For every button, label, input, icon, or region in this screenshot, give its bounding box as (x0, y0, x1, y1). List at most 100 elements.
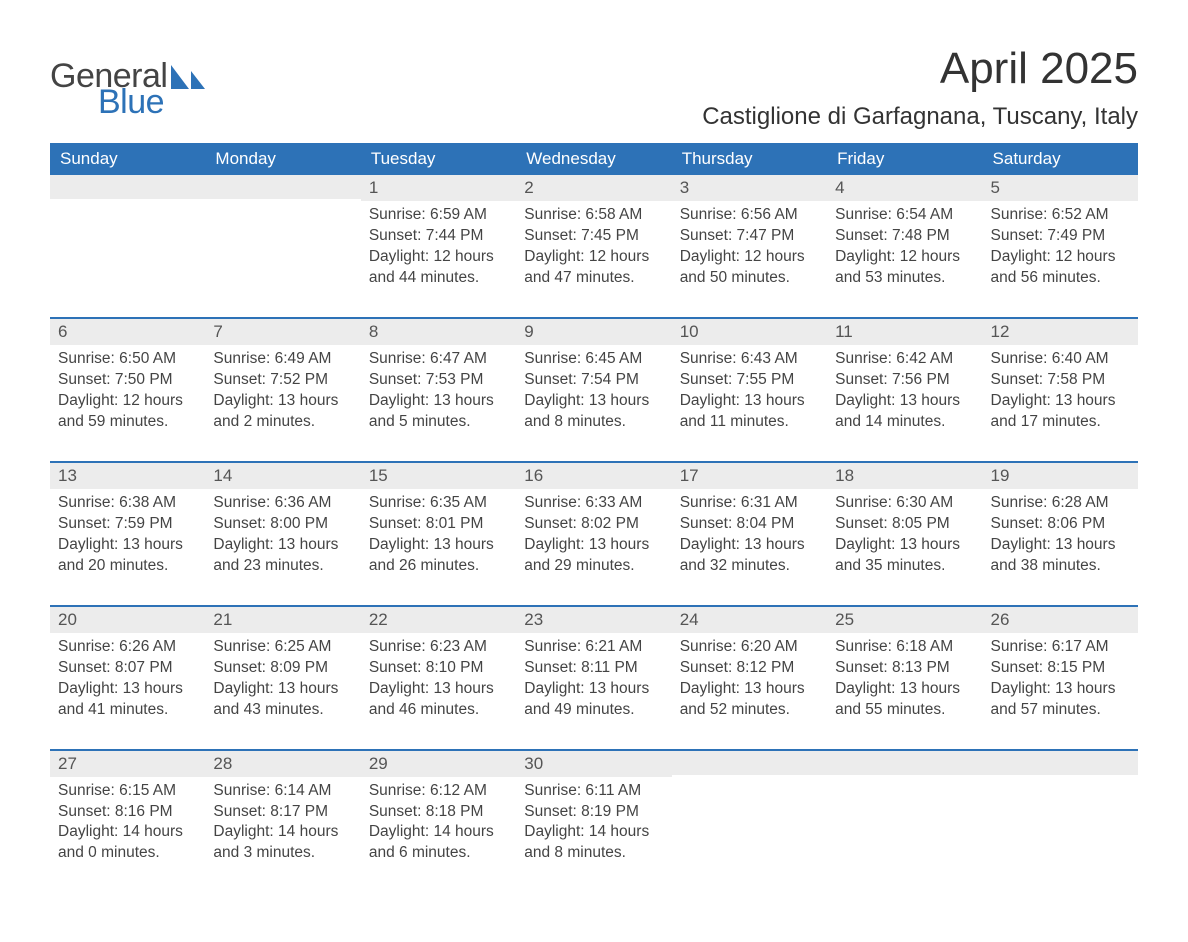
sunset-text: Sunset: 7:54 PM (524, 370, 663, 391)
day-number (50, 175, 205, 199)
week-content-row: Sunrise: 6:59 AMSunset: 7:44 PMDaylight:… (50, 201, 1138, 318)
day-number: 6 (50, 319, 205, 345)
calendar-cell-body: Sunrise: 6:20 AMSunset: 8:12 PMDaylight:… (672, 633, 827, 750)
sunrise-text: Sunrise: 6:33 AM (524, 493, 663, 514)
sunrise-text: Sunrise: 6:40 AM (991, 349, 1130, 370)
location-label: Castiglione di Garfagnana, Tuscany, Ital… (702, 103, 1138, 131)
calendar-cell-body: Sunrise: 6:42 AMSunset: 7:56 PMDaylight:… (827, 345, 982, 462)
sunset-text: Sunset: 7:55 PM (680, 370, 819, 391)
calendar-cell-body: Sunrise: 6:36 AMSunset: 8:00 PMDaylight:… (205, 489, 360, 606)
day-details: Sunrise: 6:47 AMSunset: 7:53 PMDaylight:… (361, 345, 516, 461)
week-content-row: Sunrise: 6:15 AMSunset: 8:16 PMDaylight:… (50, 777, 1138, 893)
daylight-text: Daylight: 13 hours and 23 minutes. (213, 535, 352, 577)
day-number: 4 (827, 175, 982, 201)
calendar-cell-header: 10 (672, 318, 827, 345)
brand-flag-icon (171, 65, 209, 91)
day-number (983, 751, 1138, 775)
calendar-cell-header: 1 (361, 175, 516, 201)
sunrise-text: Sunrise: 6:15 AM (58, 781, 197, 802)
day-details: Sunrise: 6:17 AMSunset: 8:15 PMDaylight:… (983, 633, 1138, 749)
column-header: Thursday (672, 143, 827, 175)
day-number: 22 (361, 607, 516, 633)
day-details: Sunrise: 6:31 AMSunset: 8:04 PMDaylight:… (672, 489, 827, 605)
calendar-cell-header (205, 175, 360, 201)
sunrise-text: Sunrise: 6:11 AM (524, 781, 663, 802)
column-header: Saturday (983, 143, 1138, 175)
sunrise-text: Sunrise: 6:28 AM (991, 493, 1130, 514)
daylight-text: Daylight: 13 hours and 2 minutes. (213, 391, 352, 433)
calendar-cell-body: Sunrise: 6:59 AMSunset: 7:44 PMDaylight:… (361, 201, 516, 318)
day-details: Sunrise: 6:52 AMSunset: 7:49 PMDaylight:… (983, 201, 1138, 317)
daylight-text: Daylight: 13 hours and 11 minutes. (680, 391, 819, 433)
sunrise-text: Sunrise: 6:26 AM (58, 637, 197, 658)
sunrise-text: Sunrise: 6:59 AM (369, 205, 508, 226)
sunrise-text: Sunrise: 6:14 AM (213, 781, 352, 802)
sunrise-text: Sunrise: 6:18 AM (835, 637, 974, 658)
week-daynum-row: 12345 (50, 175, 1138, 201)
sunrise-text: Sunrise: 6:58 AM (524, 205, 663, 226)
day-details: Sunrise: 6:12 AMSunset: 8:18 PMDaylight:… (361, 777, 516, 893)
calendar-cell-header: 9 (516, 318, 671, 345)
sunset-text: Sunset: 8:16 PM (58, 802, 197, 823)
sunset-text: Sunset: 8:07 PM (58, 658, 197, 679)
day-number: 18 (827, 463, 982, 489)
daylight-text: Daylight: 13 hours and 26 minutes. (369, 535, 508, 577)
calendar-cell-header: 6 (50, 318, 205, 345)
day-details: Sunrise: 6:40 AMSunset: 7:58 PMDaylight:… (983, 345, 1138, 461)
sunrise-text: Sunrise: 6:35 AM (369, 493, 508, 514)
sunset-text: Sunset: 8:11 PM (524, 658, 663, 679)
day-number (205, 175, 360, 199)
calendar-cell-body: Sunrise: 6:54 AMSunset: 7:48 PMDaylight:… (827, 201, 982, 318)
sunset-text: Sunset: 8:04 PM (680, 514, 819, 535)
day-number: 29 (361, 751, 516, 777)
day-number (827, 751, 982, 775)
sunrise-text: Sunrise: 6:45 AM (524, 349, 663, 370)
day-number: 10 (672, 319, 827, 345)
day-details: Sunrise: 6:25 AMSunset: 8:09 PMDaylight:… (205, 633, 360, 749)
week-daynum-row: 6789101112 (50, 318, 1138, 345)
day-number: 12 (983, 319, 1138, 345)
brand-text-2: Blue (98, 85, 167, 119)
daylight-text: Daylight: 12 hours and 53 minutes. (835, 247, 974, 289)
sunrise-text: Sunrise: 6:21 AM (524, 637, 663, 658)
column-header: Monday (205, 143, 360, 175)
calendar-table: SundayMondayTuesdayWednesdayThursdayFrid… (50, 143, 1138, 892)
daylight-text: Daylight: 13 hours and 38 minutes. (991, 535, 1130, 577)
column-header: Wednesday (516, 143, 671, 175)
calendar-cell-body: Sunrise: 6:14 AMSunset: 8:17 PMDaylight:… (205, 777, 360, 893)
calendar-cell-body: Sunrise: 6:15 AMSunset: 8:16 PMDaylight:… (50, 777, 205, 893)
day-details: Sunrise: 6:43 AMSunset: 7:55 PMDaylight:… (672, 345, 827, 461)
sunrise-text: Sunrise: 6:49 AM (213, 349, 352, 370)
header: General Blue April 2025 Castiglione di G… (50, 45, 1138, 131)
calendar-cell-body: Sunrise: 6:58 AMSunset: 7:45 PMDaylight:… (516, 201, 671, 318)
week-content-row: Sunrise: 6:38 AMSunset: 7:59 PMDaylight:… (50, 489, 1138, 606)
sunset-text: Sunset: 7:52 PM (213, 370, 352, 391)
daylight-text: Daylight: 13 hours and 57 minutes. (991, 679, 1130, 721)
calendar-cell-body (672, 777, 827, 893)
calendar-cell-body: Sunrise: 6:56 AMSunset: 7:47 PMDaylight:… (672, 201, 827, 318)
daylight-text: Daylight: 12 hours and 44 minutes. (369, 247, 508, 289)
sunset-text: Sunset: 8:19 PM (524, 802, 663, 823)
day-details: Sunrise: 6:14 AMSunset: 8:17 PMDaylight:… (205, 777, 360, 893)
sunset-text: Sunset: 7:59 PM (58, 514, 197, 535)
calendar-cell-body (827, 777, 982, 893)
day-details: Sunrise: 6:21 AMSunset: 8:11 PMDaylight:… (516, 633, 671, 749)
sunrise-text: Sunrise: 6:30 AM (835, 493, 974, 514)
day-number: 7 (205, 319, 360, 345)
daylight-text: Daylight: 14 hours and 8 minutes. (524, 822, 663, 864)
day-number: 17 (672, 463, 827, 489)
calendar-cell-header: 29 (361, 750, 516, 777)
calendar-cell-header: 28 (205, 750, 360, 777)
calendar-cell-body (205, 201, 360, 318)
day-number: 19 (983, 463, 1138, 489)
daylight-text: Daylight: 12 hours and 59 minutes. (58, 391, 197, 433)
day-number (672, 751, 827, 775)
day-number: 13 (50, 463, 205, 489)
calendar-cell-body (50, 201, 205, 318)
week-content-row: Sunrise: 6:50 AMSunset: 7:50 PMDaylight:… (50, 345, 1138, 462)
day-details: Sunrise: 6:15 AMSunset: 8:16 PMDaylight:… (50, 777, 205, 893)
daylight-text: Daylight: 13 hours and 35 minutes. (835, 535, 974, 577)
daylight-text: Daylight: 13 hours and 52 minutes. (680, 679, 819, 721)
day-details: Sunrise: 6:58 AMSunset: 7:45 PMDaylight:… (516, 201, 671, 317)
daylight-text: Daylight: 14 hours and 0 minutes. (58, 822, 197, 864)
